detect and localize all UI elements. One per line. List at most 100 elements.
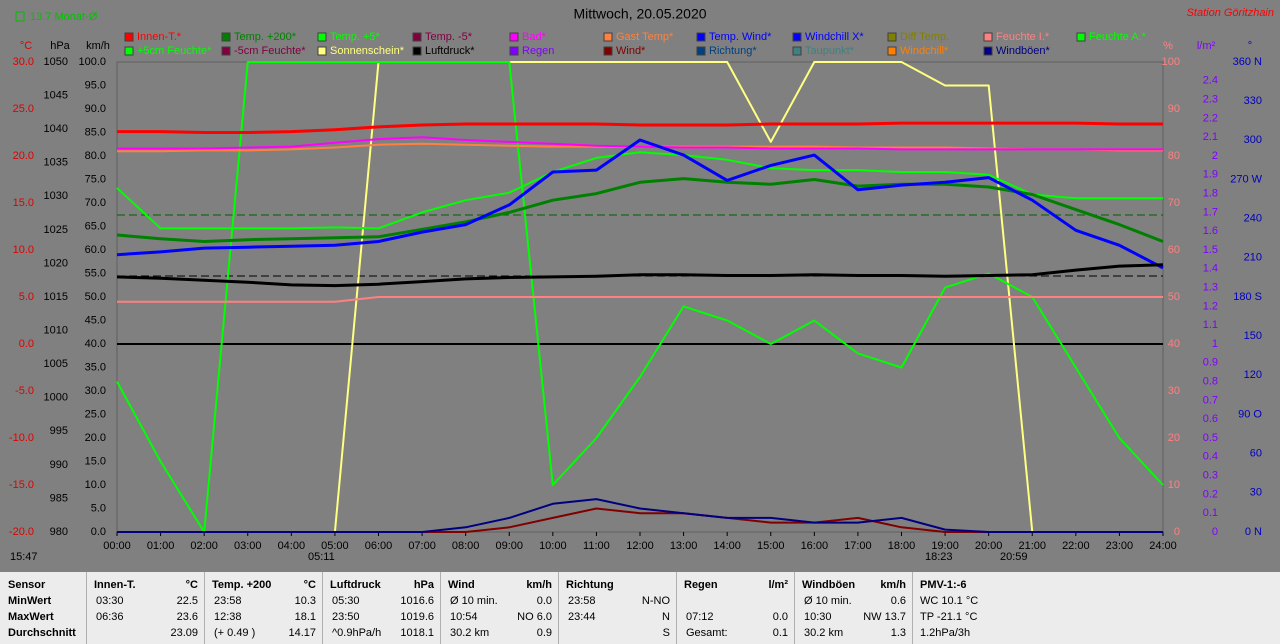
y-tick-label: 85.0 [85, 126, 106, 138]
separator [912, 572, 913, 644]
y-tick-label: 5.0 [19, 291, 34, 303]
y-tick-label: 15.0 [85, 455, 106, 467]
x-tick-label: 07:00 [408, 540, 436, 552]
legend-label: Temp. +200* [234, 31, 297, 43]
header-cell: Luftdruck [330, 579, 381, 591]
cell: 14.17 [288, 627, 316, 639]
axis-unit: ° [1248, 40, 1252, 52]
legend-label: Richtung* [709, 45, 757, 57]
legend-swatch [603, 46, 613, 56]
header-cell: Windböen [802, 579, 856, 591]
y-tick-label: 990 [50, 459, 68, 471]
y-tick-label: 60 [1168, 244, 1180, 256]
legend-label: +5cm Feuchte* [137, 45, 212, 57]
y-tick-label: 1.6 [1203, 225, 1218, 237]
header-unit: °C [185, 579, 198, 591]
series-line [117, 296, 1163, 303]
x-tick-label: 15:00 [757, 540, 785, 552]
legend-label: Sonnenschein* [330, 45, 405, 57]
y-tick-label: 1.4 [1203, 263, 1218, 275]
legend-swatch [412, 46, 422, 56]
legend-label: Bad* [522, 31, 547, 43]
legend-swatch [221, 32, 231, 42]
y-tick-label: 5.0 [91, 502, 106, 514]
header-unit: °C [303, 579, 316, 591]
separator [440, 572, 441, 644]
header-cell: Wind [448, 579, 475, 591]
cell: 22.5 [176, 595, 198, 607]
x-tick-label: 11:00 [583, 540, 610, 552]
cell: N [662, 611, 670, 623]
cell: NO 6.0 [517, 611, 552, 623]
monat: 13.7 Monat-Ø [30, 11, 98, 23]
y-tick-label: 240 [1244, 213, 1262, 225]
cell: Ø 10 min. [450, 595, 498, 607]
y-tick-label: 10.0 [13, 244, 34, 256]
legend-swatch [696, 46, 706, 56]
y-tick-label: 25.0 [13, 103, 34, 115]
y-tick-label: -20.0 [9, 526, 34, 538]
separator [558, 572, 559, 644]
y-tick-label: 0.4 [1203, 451, 1218, 463]
cell: 10:30 [804, 611, 832, 623]
legend-swatch [317, 46, 327, 56]
legend-swatch [317, 32, 327, 42]
cell: 23:58 [214, 595, 242, 607]
y-tick-label: 100.0 [78, 56, 106, 68]
x-tick-label: 21:00 [1018, 540, 1046, 552]
y-tick-label: 1045 [44, 89, 68, 101]
y-tick-label: 2.3 [1203, 94, 1218, 106]
legend-label: Regen [522, 45, 554, 57]
y-tick-label: 30.0 [85, 385, 106, 397]
cell: 0.1 [772, 627, 788, 639]
y-tick-label: 0.1 [1203, 507, 1218, 519]
legend-label: Gast Temp* [616, 31, 674, 43]
legend-label: Windchill* [900, 45, 949, 57]
header-unit: hPa [413, 579, 434, 591]
chart-title: Mittwoch, 20.05.2020 [573, 6, 706, 22]
legend-label: Windchill X* [805, 31, 864, 43]
y-tick-label: 0 [1212, 526, 1218, 538]
y-tick-label: 0 [1174, 526, 1180, 538]
y-tick-label: 1035 [44, 157, 68, 169]
legend-swatch [792, 32, 802, 42]
chart: 13.7 Monat-Ø Mittwoch, 20.05.2020 Statio… [9, 6, 1274, 563]
y-tick-label: 180 S [1233, 291, 1262, 303]
legend-label: Diff Temp. [900, 31, 949, 43]
axis-unit: km/h [86, 40, 110, 52]
y-tick-label: 40 [1168, 338, 1180, 350]
cell: 0.6 [890, 595, 906, 607]
cell: 23:58 [568, 595, 596, 607]
legend-swatch [887, 32, 897, 42]
series-line [117, 121, 1163, 134]
y-tick-label: 300 [1244, 134, 1262, 146]
y-tick-label: 360 N [1233, 56, 1262, 68]
x-tick-label: 02:00 [190, 540, 218, 552]
cell: 18.1 [294, 611, 316, 623]
y-tick-label: 1.8 [1203, 188, 1218, 200]
series-line [116, 138, 1164, 270]
y-tick-label: 1.7 [1203, 206, 1218, 218]
y-tick-label: 0 N [1245, 526, 1262, 538]
header-cell: Regen [684, 579, 718, 591]
cell: Ø 10 min. [804, 595, 852, 607]
legend-label: Temp. -5* [425, 31, 473, 43]
header-cell: Richtung [566, 579, 614, 591]
row-label: MaxWert [8, 611, 54, 623]
y-tick-label: 20.0 [85, 432, 106, 444]
cell: 1.2hPa/3h [920, 627, 971, 639]
header-cell: Sensor [8, 579, 46, 591]
x-tick-label: 09:00 [495, 540, 523, 552]
x-tick-label: 05:00 [321, 540, 349, 552]
separator [322, 572, 323, 644]
cell: 10.3 [294, 595, 316, 607]
axis-unit: l/m² [1197, 40, 1216, 52]
header-unit: l/m² [768, 579, 788, 591]
x-tick-label: 24:00 [1149, 540, 1177, 552]
y-tick-label: 150 [1244, 330, 1262, 342]
y-tick-label: 0.5 [1203, 432, 1218, 444]
header-cell: Temp. +200 [212, 579, 272, 591]
cell: 1018.1 [400, 627, 434, 639]
y-tick-label: 50.0 [85, 291, 106, 303]
